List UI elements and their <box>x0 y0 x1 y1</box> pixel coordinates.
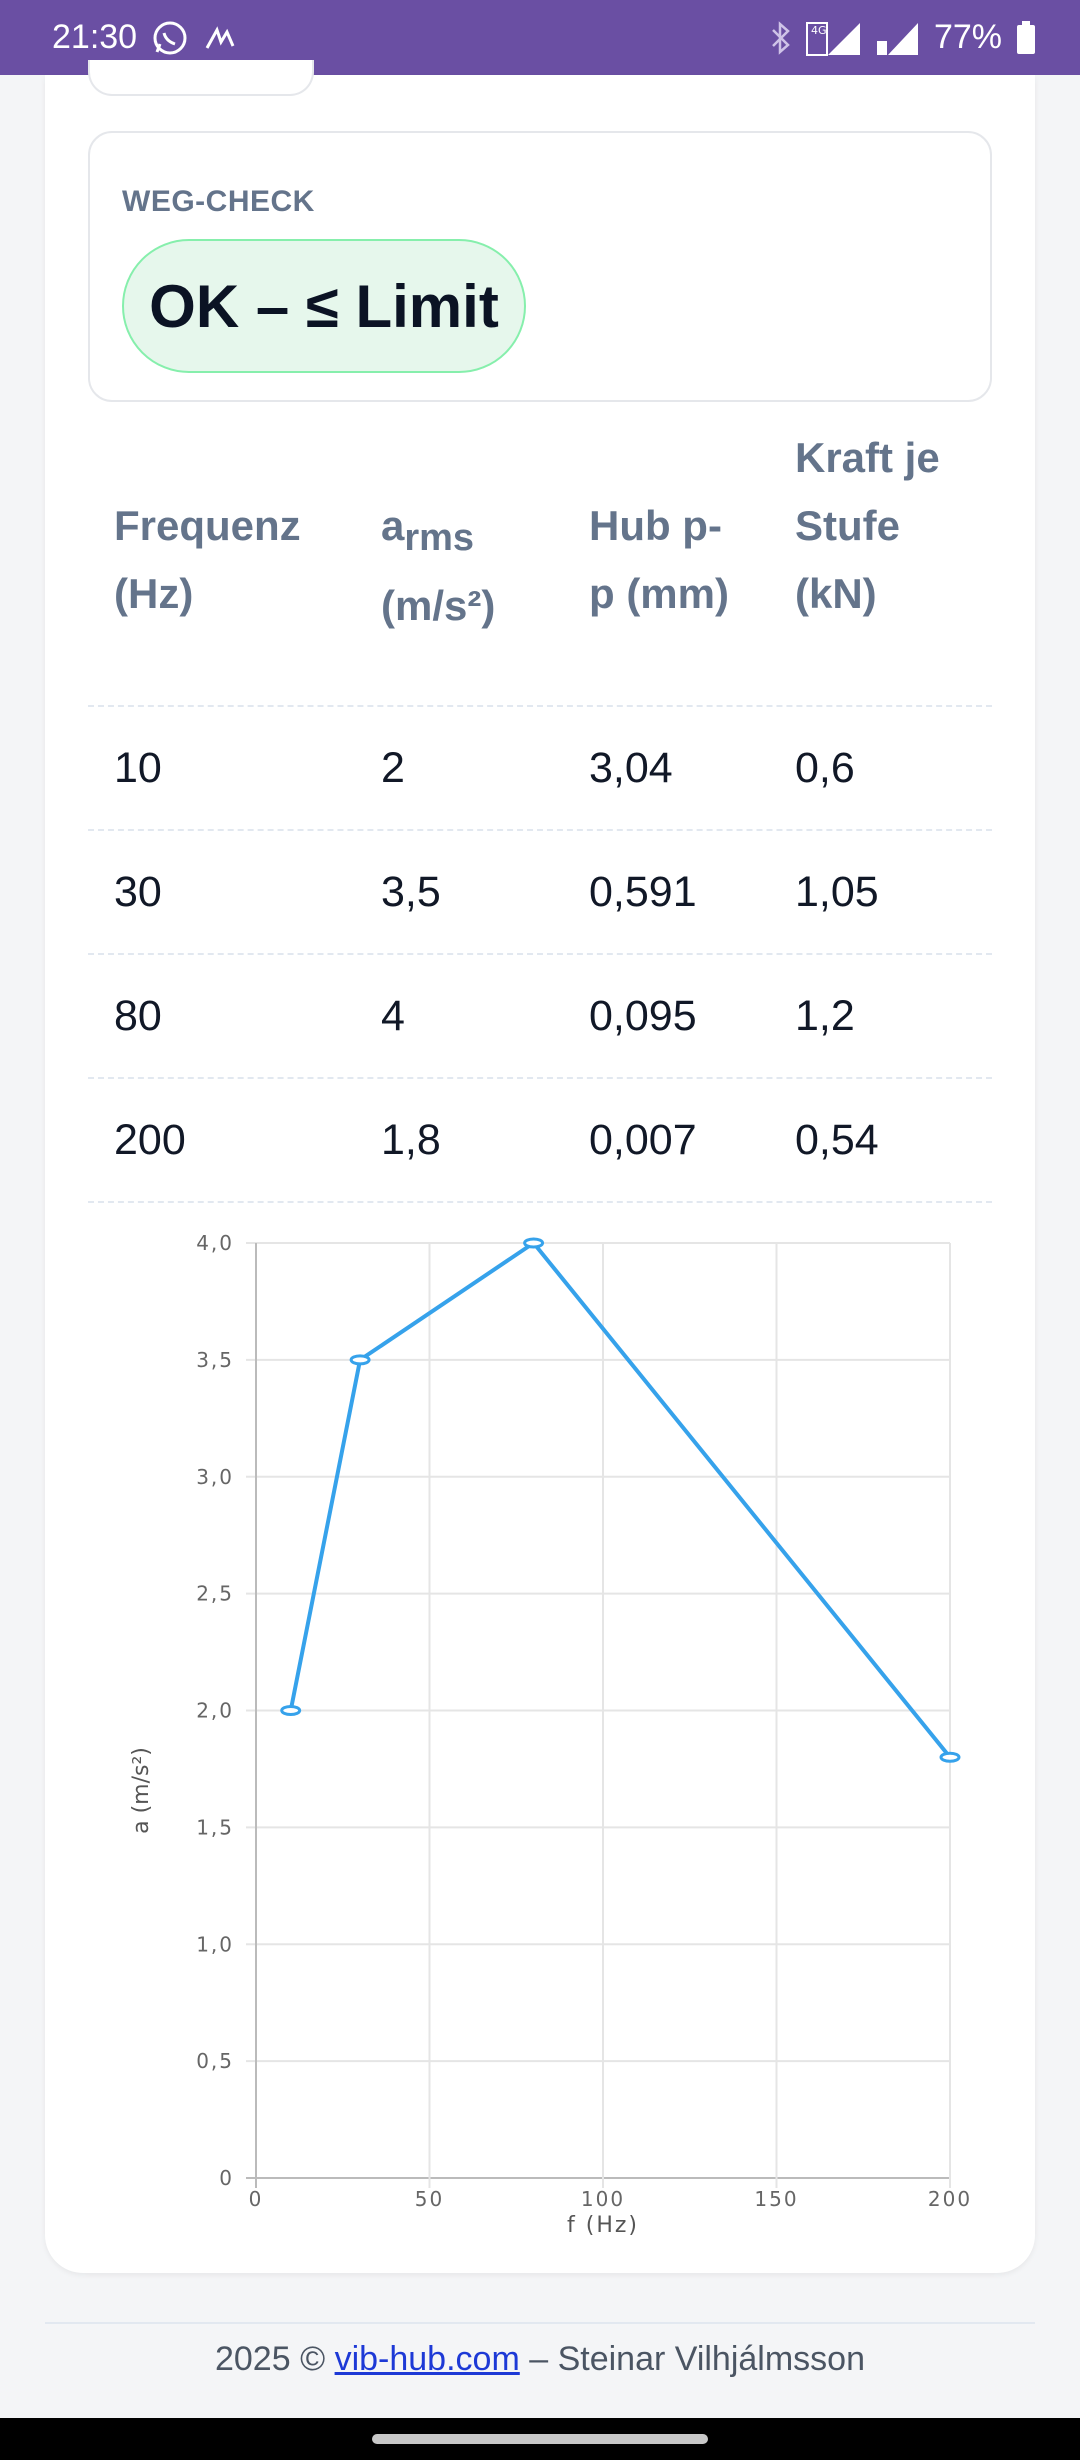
table-cell: 0,6 <box>795 743 855 792</box>
table-cell: 0,007 <box>589 1115 697 1164</box>
data-point <box>939 1751 961 1763</box>
table-cell: 1,8 <box>381 1115 441 1164</box>
y-tick-label: 1,5 <box>196 1815 234 1839</box>
table-row: 200 1,8 0,007 0,54 <box>88 1079 992 1203</box>
table-row: 10 2 3,04 0,6 <box>88 707 992 831</box>
x-tick-label: 200 <box>928 2187 972 2211</box>
previous-element-stub <box>88 60 314 96</box>
acceleration-chart: 0 0,5 1,0 1,5 2,0 2,5 3,0 3,5 4,0 0 50 100 150 200 f (… <box>88 1220 1008 2240</box>
table-cell: 3,04 <box>589 743 673 792</box>
data-point <box>280 1705 302 1716</box>
x-tick-label: 0 <box>249 2187 264 2211</box>
data-point <box>523 1237 545 1249</box>
x-tick-label: 50 <box>415 2187 444 2211</box>
y-tick-label: 1,0 <box>196 1932 234 1956</box>
whatsapp-icon <box>151 19 189 57</box>
status-time: 21:30 <box>52 18 138 56</box>
table-cell: 80 <box>114 991 162 1040</box>
y-tick-label: 0 <box>219 2166 234 2190</box>
footer-author: – Steinar Vilhjálmsson <box>519 2340 865 2378</box>
table-row: 30 3,5 0,591 1,05 <box>88 831 992 955</box>
svg-text:4G: 4G <box>811 24 827 37</box>
table-cell: 0,591 <box>589 867 697 916</box>
table-cell: 2 <box>381 743 405 792</box>
y-tick-label: 0,5 <box>196 2049 234 2073</box>
table-cell: 4 <box>381 991 405 1040</box>
footer: 2025 © vib-hub.com – Steinar Vilhjálmsso… <box>0 2340 1080 2379</box>
column-header-stroke: Hub p- p (mm) <box>589 502 729 617</box>
table-cell: 1,05 <box>795 867 879 916</box>
y-tick-label: 3,0 <box>196 1465 234 1489</box>
signature-icon <box>203 20 239 56</box>
main-card <box>45 75 1035 2273</box>
column-header-force: Kraft je Stufe (kN) <box>795 434 940 617</box>
signal-sim2-icon <box>876 19 920 57</box>
y-tick-label: 2,5 <box>196 1582 234 1606</box>
x-tick-label: 150 <box>754 2187 798 2211</box>
battery-icon <box>1016 20 1036 55</box>
table-cell: 0,095 <box>589 991 697 1040</box>
chart-svg: 0 0,5 1,0 1,5 2,0 2,5 3,0 3,5 4,0 0 50 100 150 200 f (… <box>129 1231 972 2238</box>
y-tick-label: 2,0 <box>196 1699 234 1723</box>
results-table: Frequenz (Hz) arms (m/s²) Hub p- p (mm) … <box>88 434 992 1203</box>
table-cell: 1,2 <box>795 991 855 1040</box>
table-header: Frequenz (Hz) arms (m/s²) Hub p- p (mm) … <box>88 434 992 707</box>
home-gesture-handle[interactable] <box>372 2434 708 2444</box>
column-header-frequency: Frequenz (Hz) <box>114 502 301 617</box>
series-line <box>288 1240 952 1759</box>
bluetooth-icon <box>770 20 792 55</box>
data-point <box>349 1354 371 1366</box>
battery-level: 77% <box>933 18 1002 56</box>
x-tick-label: 100 <box>581 2187 625 2211</box>
table-cell: 3,5 <box>381 867 441 916</box>
table-cell: 30 <box>114 867 162 916</box>
footer-divider <box>45 2322 1035 2324</box>
weg-check-title: WEG-CHECK <box>122 185 315 218</box>
signal-sim1-icon: 4G <box>805 19 862 57</box>
table-cell: 10 <box>114 743 162 792</box>
footer-link[interactable]: vib-hub.com <box>334 2340 520 2378</box>
column-header-arms: arms (m/s²) <box>381 502 496 629</box>
x-axis-label: f (Hz) <box>567 2213 639 2238</box>
weg-check-panel: WEG-CHECK OK – ≤ Limit <box>88 131 992 402</box>
y-tick-label: 4,0 <box>196 1231 234 1255</box>
y-tick-label: 3,5 <box>196 1348 234 1372</box>
table-cell: 200 <box>114 1115 186 1164</box>
y-axis-label: a (m/s²) <box>129 1747 154 1834</box>
weg-check-status-badge: OK – ≤ Limit <box>122 239 526 373</box>
table-cell: 0,54 <box>795 1115 879 1164</box>
table-row: 80 4 0,095 1,2 <box>88 955 992 1079</box>
footer-copyright: 2025 © <box>214 2340 335 2378</box>
